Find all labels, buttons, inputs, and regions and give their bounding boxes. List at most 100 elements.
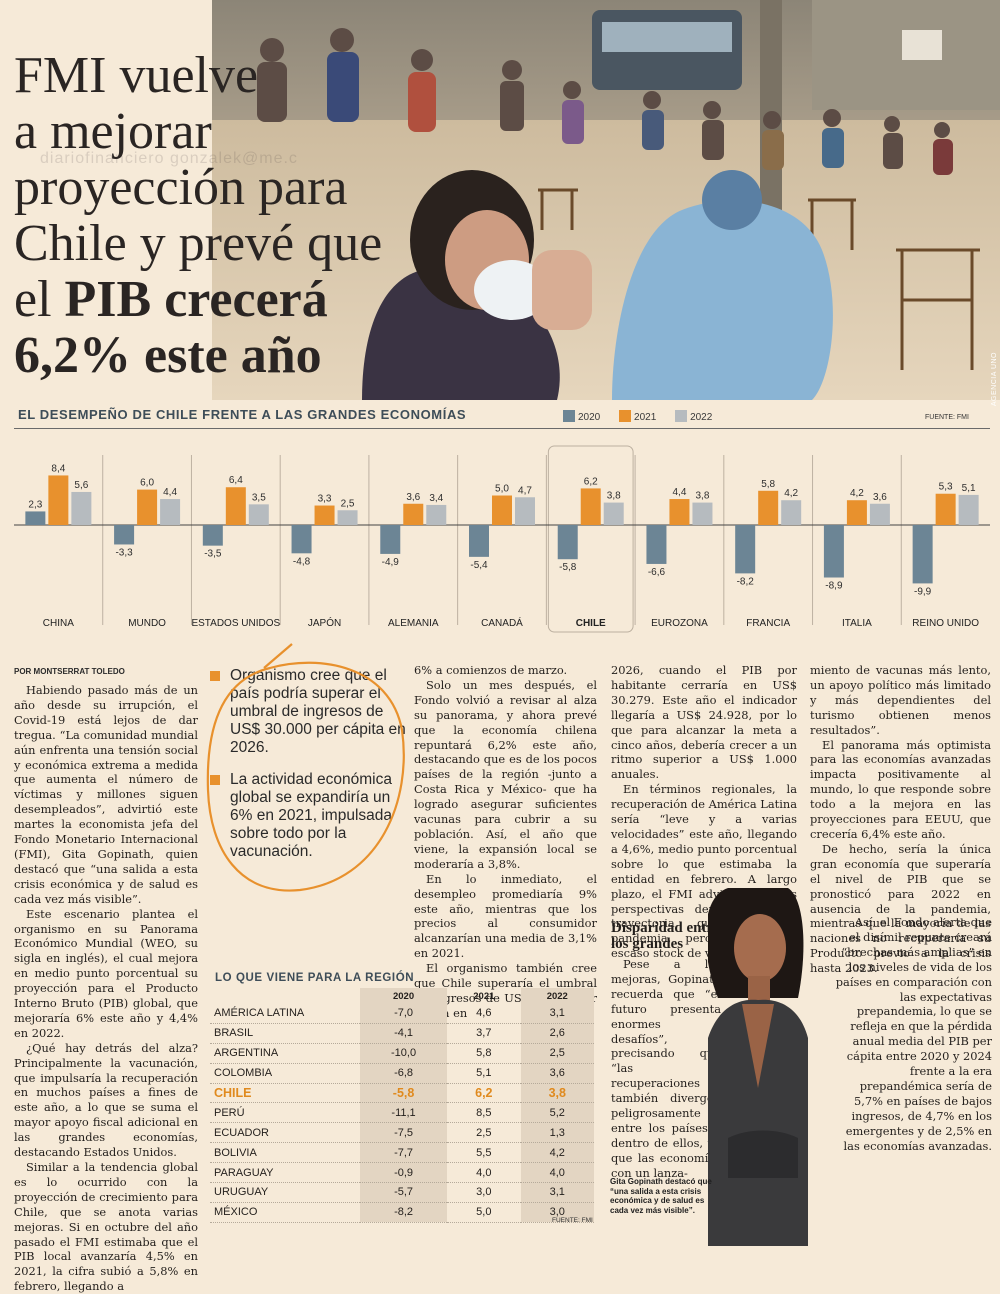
data-label: 3,6 — [406, 492, 420, 503]
table-value-cell: 4,0 — [520, 1162, 594, 1184]
data-label: -3,5 — [204, 549, 222, 560]
table-value-cell: -7,0 — [360, 1004, 448, 1024]
legend-swatch-2021 — [619, 410, 632, 422]
legend-item-2020: 2020 — [563, 410, 600, 423]
table-value-cell: -7,5 — [360, 1122, 448, 1144]
chart-title: EL DESEMPEÑO DE CHILE FRENTE A LAS GRAND… — [18, 407, 467, 422]
table-value-cell: -0,9 — [360, 1162, 448, 1184]
bar-2021-reino-unido — [935, 493, 956, 525]
data-label: -5,4 — [470, 560, 488, 571]
table-row: ECUADOR -7,5 2,5 1,3 — [210, 1122, 594, 1144]
data-label: 5,3 — [939, 482, 953, 493]
data-label: 3,5 — [252, 492, 266, 503]
table-value-cell: 3,0 — [447, 1182, 521, 1203]
table-value-cell: 5,0 — [447, 1202, 521, 1223]
table-value-cell: -6,8 — [360, 1063, 448, 1084]
data-label: 4,2 — [784, 488, 798, 499]
data-label: 5,8 — [761, 479, 775, 490]
table-country-cell: AMÉRICA LATINA — [210, 1004, 360, 1024]
paragraph: Solo un mes después, el Fondo volvió a r… — [414, 677, 597, 871]
category-label: ESTADOS UNIDOS — [191, 618, 280, 629]
chart-legend: 2020 2021 2022 — [563, 410, 728, 423]
bar-2022-japón — [337, 510, 358, 525]
vaccination-photo — [212, 0, 1000, 400]
table-value-cell: 5,5 — [447, 1142, 521, 1164]
bar-2022-italia — [869, 503, 890, 525]
data-label: -5,8 — [559, 562, 577, 573]
paragraph: 6% a comienzos de marzo. — [414, 663, 568, 677]
category-label: CANADÁ — [481, 616, 523, 629]
headline-line-3: proyección para — [14, 159, 348, 216]
table-source: FUENTE: FMI — [552, 1217, 593, 1224]
data-label: 6,4 — [229, 475, 243, 486]
table-country-cell: ECUADOR — [210, 1122, 360, 1144]
table-country-cell: BOLIVIA — [210, 1142, 360, 1164]
headline-line-6: 6,2% este año — [14, 327, 322, 384]
bar-2020-francia — [735, 525, 756, 574]
data-label: -6,6 — [648, 567, 666, 578]
table-value-cell: 8,5 — [447, 1102, 521, 1124]
bar-2022-francia — [781, 500, 802, 525]
bar-2021-eurozona — [669, 499, 690, 525]
table-country-cell: URUGUAY — [210, 1182, 360, 1203]
data-label: 5,1 — [962, 483, 976, 494]
chart-source: FUENTE: FMI — [925, 414, 969, 421]
bar-2020-mundo — [114, 525, 135, 545]
table-value-cell: 6,2 — [447, 1083, 521, 1104]
paragraph: Este escenario plantea el organismo en s… — [14, 906, 198, 1040]
highlight-item: Organismo cree que el país podría supera… — [206, 667, 406, 757]
data-label: 4,2 — [850, 488, 864, 499]
table-row: AMÉRICA LATINA -7,0 4,6 3,1 — [210, 1004, 594, 1024]
bar-2020-eurozona — [646, 525, 667, 564]
table-row: PARAGUAY -0,9 4,0 4,0 — [210, 1162, 594, 1184]
bar-2021-china — [48, 475, 69, 525]
article-column-2: 6% a comienzos de marzo. Solo un mes des… — [414, 663, 597, 1021]
table-value-cell: 2,5 — [447, 1122, 521, 1144]
table-header-cell: 2022 — [520, 988, 594, 1004]
bar-2020-japón — [291, 525, 312, 554]
table-value-cell: 3,8 — [520, 1083, 594, 1104]
bar-2021-francia — [758, 490, 779, 525]
region-table: 2020 2021 2022 AMÉRICA LATINA -7,0 4,6 3,1 B… — [210, 988, 594, 1223]
table-row: MÉXICO -8,2 5,0 3,0 — [210, 1202, 594, 1223]
bar-2020-chile — [557, 525, 578, 560]
data-label: -3,3 — [115, 547, 133, 558]
data-label: 4,4 — [163, 487, 177, 498]
bar-2022-reino-unido — [958, 494, 979, 525]
table-value-cell: -5,7 — [360, 1182, 448, 1203]
photo-credit: AGENCIA UNO — [991, 352, 998, 407]
category-label: MUNDO — [128, 618, 166, 629]
data-label: -9,9 — [914, 586, 932, 597]
table-row: BRASIL -4,1 3,7 2,6 — [210, 1023, 594, 1044]
article-column-4-continued: Así, el Fondo alerta que el disímil repu… — [812, 915, 992, 1154]
bar-2021-chile — [580, 488, 601, 525]
headline-line-5-bold: PIB crecerá — [64, 271, 328, 328]
chart-divider — [14, 428, 990, 429]
table-value-cell: 3,1 — [520, 1004, 594, 1024]
category-label: REINO UNIDO — [912, 618, 979, 629]
bar-2022-chile — [603, 502, 624, 525]
highlight-text: La actividad económica global se expandi… — [230, 771, 393, 860]
byline: POR MONTSERRAT TOLEDO — [14, 667, 125, 676]
data-label: -4,8 — [293, 556, 311, 567]
table-value-cell: -8,2 — [360, 1202, 448, 1223]
table-value-cell: 2,6 — [520, 1023, 594, 1044]
table-row: COLOMBIA -6,8 5,1 3,6 — [210, 1063, 594, 1084]
watermark-text: diariofinanciero gonzalek@me.c — [40, 150, 298, 167]
table-value-cell: 5,1 — [447, 1063, 521, 1084]
table-value-cell: 2,5 — [520, 1043, 594, 1064]
category-label: JAPÓN — [308, 616, 341, 629]
headline-line-4: Chile y prevé que — [14, 215, 383, 272]
headline-line-1: FMI vuelve — [14, 47, 259, 104]
article-column-3-continued: Pese a las mejoras, Gopinath recuerda qu… — [611, 957, 721, 1181]
bar-2021-estados-unidos — [225, 487, 246, 525]
paragraph: Habiendo pasado más de un año desde su i… — [14, 683, 198, 906]
table-value-cell: 4,6 — [447, 1004, 521, 1024]
table-country-cell: PERÚ — [210, 1102, 360, 1124]
paragraph: ¿Qué hay detrás del alza? Principalmente… — [14, 1040, 198, 1160]
table-value-cell: 4,2 — [520, 1142, 594, 1164]
category-label: EUROZONA — [651, 618, 708, 629]
table-country-cell: COLOMBIA — [210, 1063, 360, 1084]
data-label: 3,8 — [607, 491, 621, 502]
highlight-item: La actividad económica global se expandi… — [206, 771, 406, 861]
